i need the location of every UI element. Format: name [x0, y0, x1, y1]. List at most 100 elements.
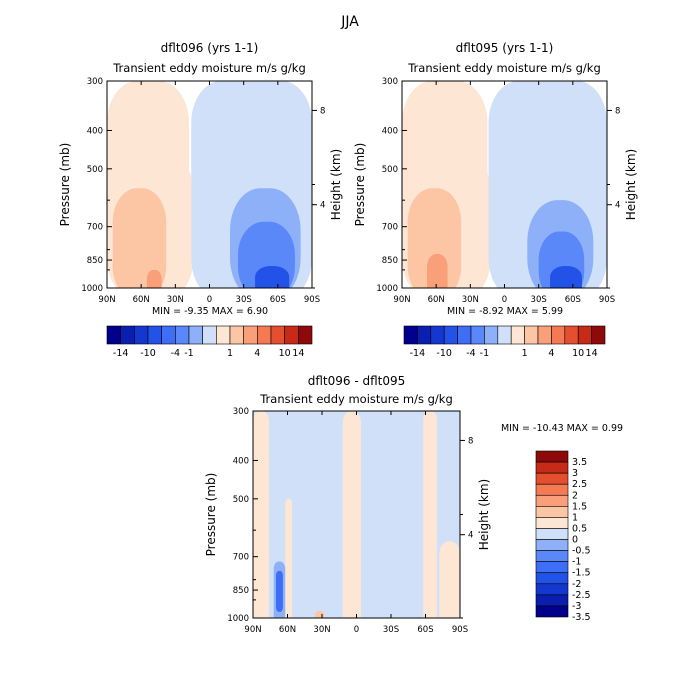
colorbar-label: -0.5	[572, 546, 591, 557]
y2-tick-label: 8	[468, 436, 473, 446]
colorbar-label: 14	[292, 348, 304, 359]
figure-title: JJA	[340, 14, 359, 30]
colorbar-swatch	[161, 325, 176, 345]
colorbar-label: 14	[586, 348, 598, 359]
colorbar-swatch	[577, 325, 592, 345]
y-axis-label: Pressure (mb)	[204, 473, 218, 557]
x-tick-label: 30S	[383, 625, 399, 635]
colorbar-swatch	[535, 494, 569, 507]
x-tick-label: 60S	[565, 295, 581, 305]
x-tick-label: 30N	[462, 295, 479, 305]
x-tick-label: 90N	[244, 625, 261, 635]
colorbar-swatch	[535, 605, 569, 618]
contour-region	[342, 411, 362, 618]
x-tick-label: 90S	[599, 295, 615, 305]
colorbar-swatch	[535, 561, 569, 574]
contour-region	[407, 188, 462, 288]
colorbar-label: 0.5	[572, 523, 587, 534]
colorbar-label: 3	[572, 468, 578, 479]
colorbar-swatch	[535, 483, 569, 496]
contour-region	[146, 269, 162, 288]
chart-subtitle: Transient eddy moisture m/s g/kg	[112, 61, 306, 75]
colorbar-swatch	[457, 325, 472, 345]
y2-tick-label: 4	[615, 201, 620, 211]
x-tick-label: 30S	[531, 295, 547, 305]
colorbar-swatch	[537, 325, 552, 345]
y2-axis-label: Height (km)	[624, 149, 638, 220]
colorbar-swatch	[470, 325, 485, 345]
colorbar-label: 4	[254, 348, 260, 359]
colorbar-swatch	[188, 325, 203, 345]
colorbar-label: 0	[572, 535, 578, 546]
colorbar-swatch	[120, 325, 135, 345]
colorbar-label: 1	[572, 512, 578, 523]
colorbar-swatch	[216, 325, 231, 345]
x-tick-label: 30S	[236, 295, 252, 305]
colorbar-swatch	[535, 539, 569, 551]
y-tick-label: 850	[233, 586, 249, 596]
y2-tick-label: 4	[468, 531, 473, 541]
y-tick-label: 300	[87, 77, 103, 87]
colorbar-label: 2	[572, 490, 578, 501]
colorbar: -14 -10 -4 -1 1 4 10 14	[106, 325, 313, 359]
colorbar-swatch	[535, 506, 569, 518]
contour-region	[253, 411, 270, 618]
x-tick-label: 0	[354, 625, 359, 635]
y-axis-label: Pressure (mb)	[353, 143, 367, 227]
x-tick-label: 90S	[304, 295, 320, 305]
colorbar-swatch	[535, 472, 569, 485]
colorbar-swatch	[535, 461, 569, 474]
colorbar-label: -14	[113, 348, 129, 359]
y2-axis-label: Height (km)	[477, 479, 491, 550]
colorbar-swatch	[270, 325, 285, 345]
contour-region	[439, 541, 460, 618]
colorbar-label: -3.5	[572, 612, 591, 623]
colorbar-swatch	[134, 325, 149, 345]
colorbar-swatch	[535, 572, 569, 585]
colorbar-swatch	[284, 325, 299, 345]
contour-region	[276, 570, 283, 612]
colorbar-label: -1.5	[572, 568, 591, 579]
x-tick-label: 60S	[417, 625, 433, 635]
y2-tick-label: 8	[320, 106, 325, 116]
colorbar-swatch	[175, 325, 190, 345]
y-tick-label: 300	[233, 407, 249, 417]
contour-region	[550, 266, 582, 288]
colorbar-swatch	[417, 325, 432, 345]
colorbar-swatch	[243, 325, 258, 345]
chart-subtitle: Transient eddy moisture m/s g/kg	[407, 61, 601, 75]
colorbar-label: 10	[279, 348, 291, 359]
y-tick-label: 850	[382, 256, 398, 266]
colorbar-swatch	[257, 325, 272, 345]
x-tick-label: 0	[502, 295, 507, 305]
colorbar-label: 10	[572, 348, 584, 359]
colorbar-swatch	[443, 325, 458, 345]
colorbar-swatch	[535, 550, 569, 562]
y-tick-label: 700	[233, 553, 249, 563]
chart-panel-3: dflt096 - dflt095 Transient eddy moisture…	[204, 374, 623, 635]
plot-area	[402, 81, 607, 288]
y-tick-label: 700	[87, 223, 103, 233]
colorbar-swatch	[497, 325, 512, 345]
y-tick-label: 850	[87, 256, 103, 266]
x-tick-label: 60S	[270, 295, 286, 305]
y-tick-label: 700	[382, 223, 398, 233]
panels-group: dflt096 (yrs 1-1) Transient eddy moisture…	[58, 41, 638, 635]
contour-region	[255, 266, 290, 288]
colorbar-label: -10	[140, 348, 156, 359]
colorbar-swatch	[524, 325, 539, 345]
colorbar-swatch	[147, 325, 162, 345]
chart-panel-2: dflt095 (yrs 1-1) Transient eddy moisture…	[353, 41, 638, 359]
colorbar-swatch	[535, 594, 569, 607]
x-tick-label: 90S	[452, 625, 468, 635]
x-tick-label: 90N	[98, 295, 115, 305]
colorbar-swatch	[484, 325, 499, 345]
chart-title: dflt096 - dflt095	[308, 374, 406, 388]
y-tick-label: 1000	[376, 284, 398, 294]
colorbar-swatch	[510, 325, 525, 345]
colorbar-label: -14	[410, 348, 426, 359]
colorbar-swatch	[202, 325, 217, 345]
y-tick-label: 1000	[81, 284, 103, 294]
colorbar-swatch	[551, 325, 566, 345]
colorbar-label: -1	[572, 557, 581, 568]
